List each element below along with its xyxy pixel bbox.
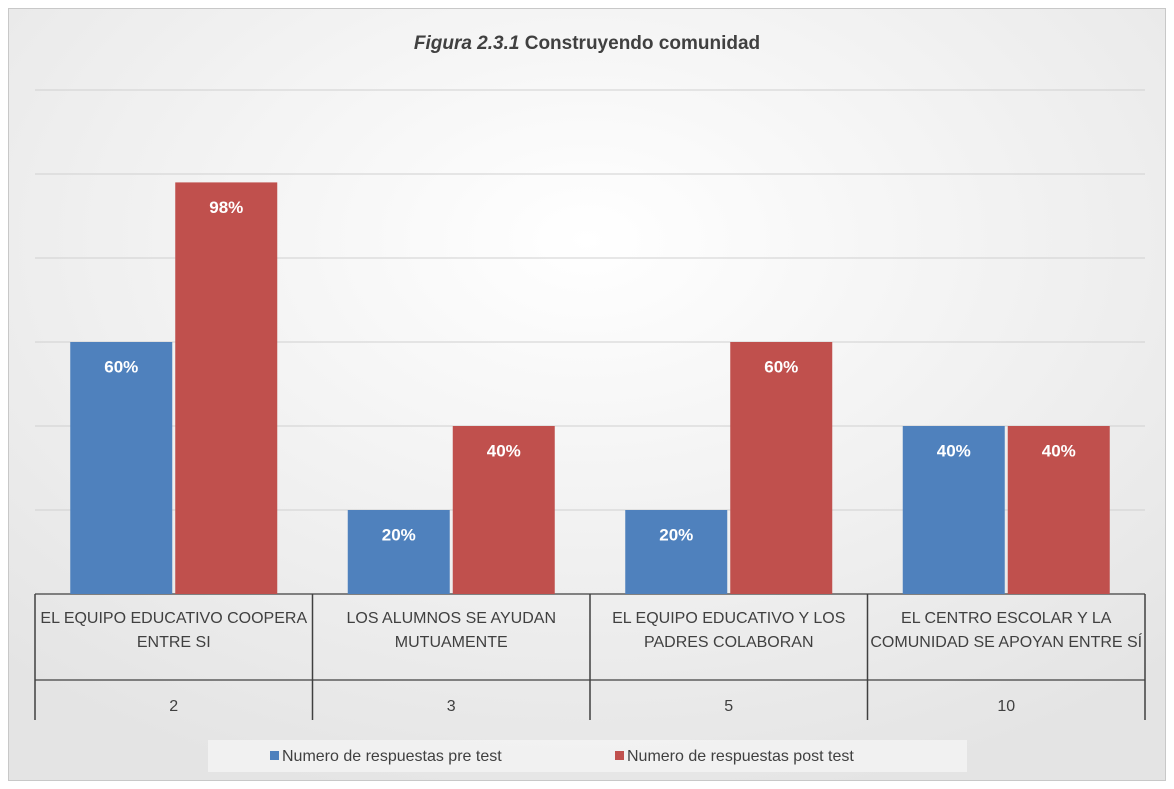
x-tick-label: EL EQUIPO EDUCATIVO COOPERA ENTRE SI xyxy=(40,610,308,651)
x-group-label: 2 xyxy=(169,698,178,715)
legend-swatch xyxy=(615,751,624,760)
value-label: 98% xyxy=(209,198,243,217)
value-label: 40% xyxy=(1042,441,1076,460)
bar xyxy=(902,426,1005,594)
value-label: 60% xyxy=(764,357,798,376)
x-group-label: 3 xyxy=(447,698,456,715)
bar xyxy=(1007,426,1110,594)
value-label: 40% xyxy=(487,441,521,460)
value-label: 20% xyxy=(382,525,416,544)
bar xyxy=(625,510,728,594)
bar xyxy=(452,426,555,594)
x-tick-label: EL CENTRO ESCOLAR Y LA COMUNIDAD SE APOY… xyxy=(870,610,1143,651)
bar xyxy=(730,342,833,594)
value-label: 40% xyxy=(937,441,971,460)
x-tick-label: EL EQUIPO EDUCATIVO Y LOS PADRES COLABOR… xyxy=(612,610,846,651)
title-number: Figura 2.3.1 xyxy=(414,33,520,54)
chart-title: Figura 2.3.1 Construyendo comunidad xyxy=(414,33,760,54)
bar xyxy=(175,182,278,594)
bar xyxy=(347,510,450,594)
legend-label: Numero de respuestas post test xyxy=(627,748,854,765)
x-tick-label: LOS ALUMNOS SE AYUDAN MUTUAMENTE xyxy=(346,610,557,651)
title-text: Construyendo comunidad xyxy=(525,33,760,54)
legend-swatch xyxy=(270,751,279,760)
value-label: 20% xyxy=(659,525,693,544)
legend-box xyxy=(208,740,967,772)
x-group-label: 10 xyxy=(997,698,1015,715)
legend-label: Numero de respuestas pre test xyxy=(282,748,502,765)
x-group-label: 5 xyxy=(724,698,733,715)
bar xyxy=(70,342,173,594)
value-label: 60% xyxy=(104,357,138,376)
